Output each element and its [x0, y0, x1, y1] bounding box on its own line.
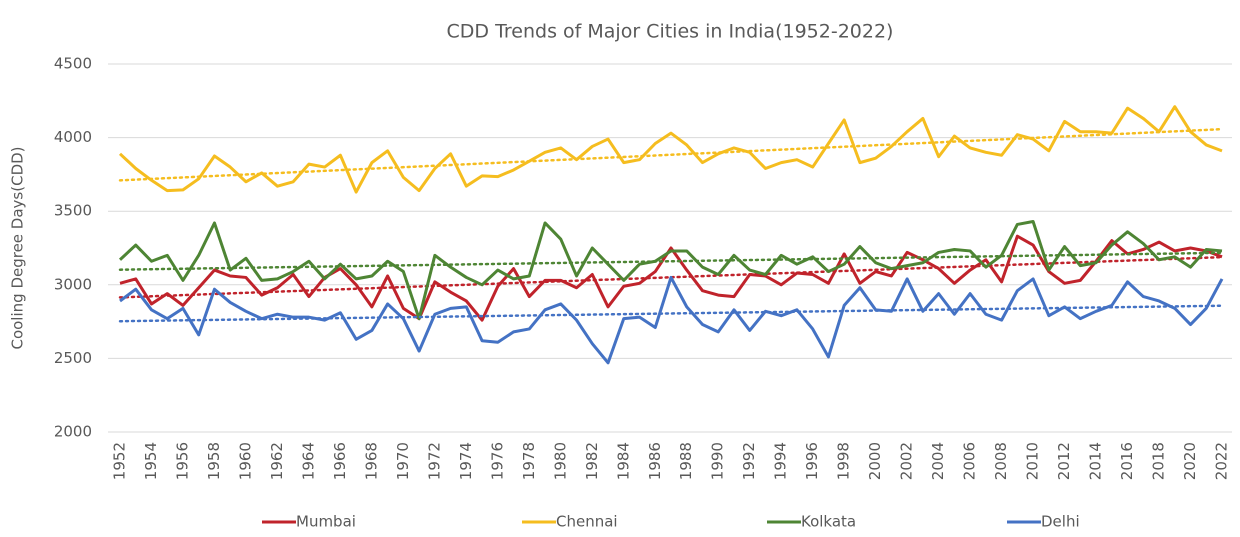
x-tick-label: 2002	[898, 442, 916, 480]
series-line	[118, 220, 1223, 321]
x-tick-label: 1960	[236, 442, 254, 480]
x-tick-label: 1986	[646, 442, 664, 480]
x-tick-label: 2014	[1087, 442, 1105, 480]
x-tick-label: 1968	[362, 442, 380, 480]
x-tick-label: 1996	[803, 442, 821, 480]
x-tick-label: 1998	[835, 442, 853, 480]
x-tick-label: 1972	[425, 442, 443, 480]
y-tick-label: 3000	[54, 275, 92, 293]
trendline	[118, 251, 1224, 271]
x-tick-label: 2022	[1213, 442, 1231, 480]
y-tick-label: 2500	[54, 349, 92, 367]
x-tick-label: 2018	[1150, 442, 1168, 480]
x-tick-label: 2020	[1181, 442, 1199, 480]
x-tick-label: 2004	[929, 442, 947, 480]
x-tick-label: 2010	[1024, 442, 1042, 480]
x-tick-label: 1992	[740, 442, 758, 480]
x-tick-label: 2012	[1055, 442, 1073, 480]
series-line	[118, 105, 1223, 194]
x-tick-label: 1978	[520, 442, 538, 480]
x-tick-label: 1956	[173, 442, 191, 480]
series-line	[119, 234, 1223, 322]
x-tick-label: 1966	[331, 442, 349, 480]
x-tick-label: 1988	[677, 442, 695, 480]
trendline	[118, 127, 1224, 182]
x-tick-label: 1952	[111, 442, 129, 480]
y-axis-title: Cooling Degree Days(CDD)	[9, 146, 27, 349]
legend-label: Delhi	[1041, 513, 1080, 531]
x-tick-label: 2006	[961, 442, 979, 480]
legend-label: Kolkata	[801, 513, 856, 531]
legend-label: Chennai	[556, 513, 618, 531]
x-tick-label: 2008	[992, 442, 1010, 480]
x-tick-label: 1980	[551, 442, 569, 480]
trendline	[118, 304, 1224, 323]
y-tick-label: 4000	[54, 128, 92, 146]
x-tick-label: 1976	[488, 442, 506, 480]
y-tick-label: 2000	[54, 423, 92, 441]
x-tick-label: 1994	[772, 442, 790, 480]
series-line	[119, 275, 1224, 365]
y-tick-label: 3500	[54, 202, 92, 220]
legend-label: Mumbai	[296, 513, 356, 531]
x-tick-label: 1974	[457, 442, 475, 480]
chart-title: CDD Trends of Major Cities in India(1952…	[447, 21, 894, 43]
x-tick-label: 1990	[709, 442, 727, 480]
x-tick-label: 1958	[205, 442, 223, 480]
x-tick-label: 1984	[614, 442, 632, 480]
x-tick-label: 2016	[1118, 442, 1136, 480]
x-tick-label: 1982	[583, 442, 601, 480]
x-tick-label: 1970	[394, 442, 412, 480]
x-tick-label: 1954	[142, 442, 160, 480]
x-tick-label: 1962	[268, 442, 286, 480]
y-tick-label: 4500	[54, 55, 92, 73]
x-tick-label: 2000	[866, 442, 884, 480]
x-tick-label: 1964	[299, 442, 317, 480]
